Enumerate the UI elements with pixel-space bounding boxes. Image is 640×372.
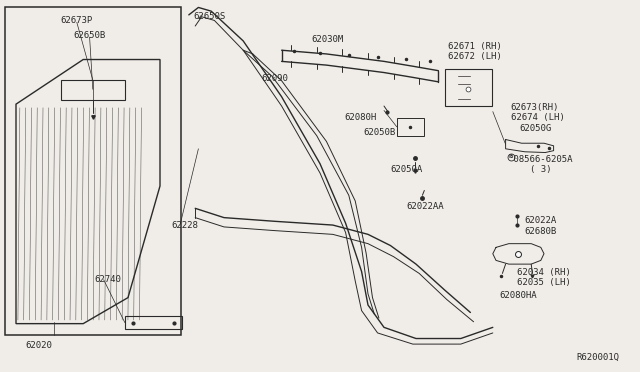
Text: 62650S: 62650S	[193, 12, 225, 21]
Text: 62022AA: 62022AA	[406, 202, 444, 211]
Text: 62022A: 62022A	[525, 216, 557, 225]
Text: 62080H: 62080H	[344, 113, 376, 122]
Bar	[445, 69, 492, 106]
Text: 62030M: 62030M	[311, 35, 343, 44]
Text: 62090: 62090	[261, 74, 288, 83]
Bar	[397, 118, 424, 136]
Bar	[61, 80, 125, 100]
Text: 62034 (RH): 62034 (RH)	[517, 268, 571, 277]
Text: 62050A: 62050A	[390, 165, 422, 174]
Text: B: B	[509, 154, 513, 160]
Text: 62050G: 62050G	[520, 124, 552, 133]
Bar	[5, 7, 181, 335]
Text: 62740: 62740	[95, 275, 122, 284]
Text: 62035 (LH): 62035 (LH)	[517, 278, 571, 287]
Text: °08566-6205A: °08566-6205A	[509, 155, 573, 164]
Text: 62672 (LH): 62672 (LH)	[448, 52, 502, 61]
Text: 62228: 62228	[172, 221, 198, 230]
Text: 62050B: 62050B	[363, 128, 395, 137]
Text: 62673P: 62673P	[61, 16, 93, 25]
Text: 62673(RH): 62673(RH)	[511, 103, 559, 112]
Text: 62650B: 62650B	[74, 31, 106, 40]
Text: 62080HA: 62080HA	[499, 291, 537, 300]
Bar	[125, 316, 182, 329]
Text: 62674 (LH): 62674 (LH)	[511, 113, 564, 122]
Text: ( 3): ( 3)	[530, 165, 552, 174]
Text: 62671 (RH): 62671 (RH)	[448, 42, 502, 51]
Text: 62020: 62020	[26, 341, 52, 350]
Text: R620001Q: R620001Q	[576, 353, 619, 362]
Text: 62680B: 62680B	[525, 227, 557, 236]
